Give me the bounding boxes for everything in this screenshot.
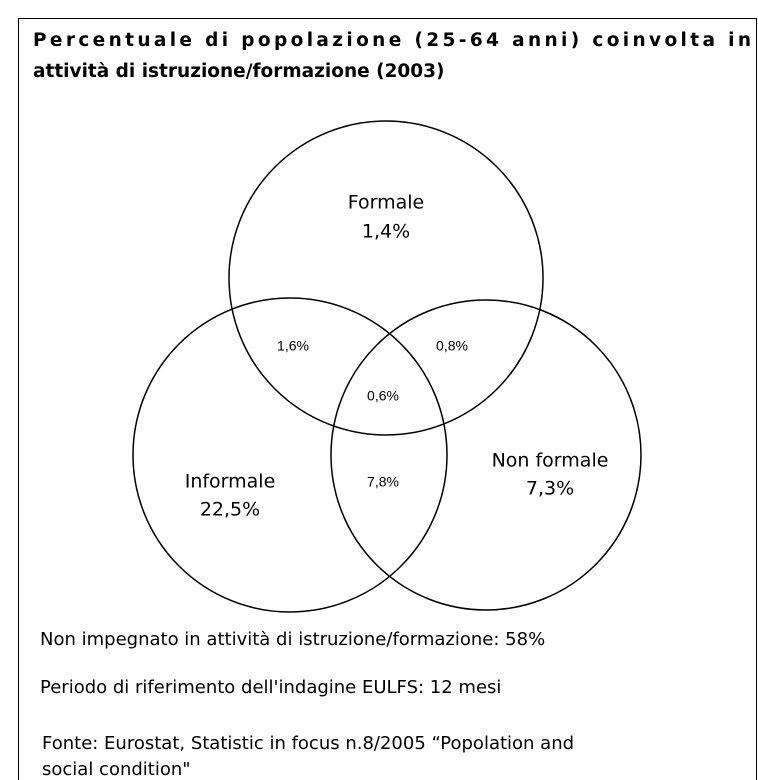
- intersection-value: 7,8%: [367, 474, 399, 490]
- circle-formale: [228, 120, 544, 436]
- set-value: 7,3%: [526, 478, 574, 500]
- title-line: Percentuale di popolazione (25-64 anni) …: [33, 30, 751, 51]
- intersection-value: 1,6%: [277, 338, 309, 354]
- source-line: social condition": [42, 759, 191, 780]
- set-value: 1,4%: [362, 221, 410, 243]
- frame: [18, 18, 757, 780]
- source-line: Fonte: Eurostat, Statistic in focus n.8/…: [42, 733, 574, 754]
- title-line: attività di istruzione/formazione (2003): [33, 61, 445, 82]
- note: Non impegnato in attività di istruzione/…: [40, 629, 545, 650]
- set-name: Informale: [185, 471, 276, 493]
- set-name: Non formale: [492, 450, 609, 472]
- circle-non-formale: [330, 299, 642, 611]
- note: Periodo di riferimento dell'indagine EUL…: [40, 677, 501, 698]
- circle-informale: [132, 297, 448, 613]
- set-value: 22,5%: [200, 499, 260, 521]
- intersection-value: 0,8%: [436, 338, 468, 354]
- set-name: Formale: [348, 192, 424, 214]
- intersection-value: 0,6%: [367, 388, 399, 404]
